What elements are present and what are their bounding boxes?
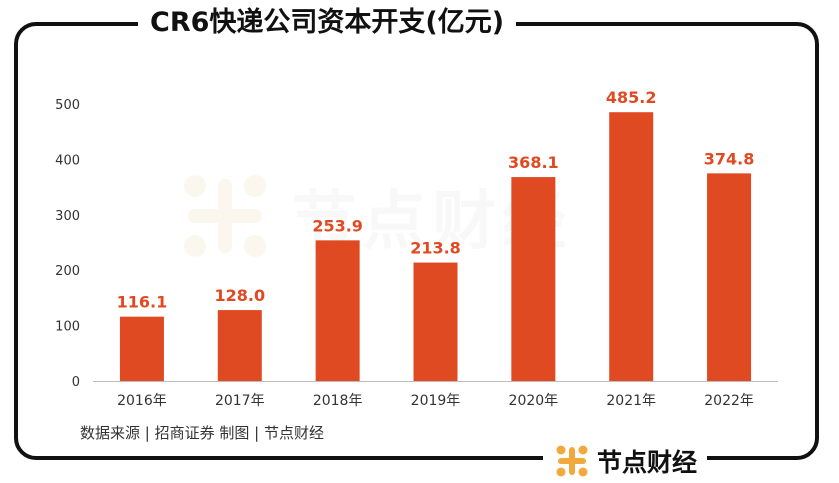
- y-tick-label: 500: [55, 98, 80, 113]
- x-tick-label: 2021年: [606, 393, 656, 409]
- y-tick-label: 400: [55, 153, 80, 168]
- chart-title: CR6快递公司资本开支(亿元): [138, 0, 517, 46]
- data-label: 213.8: [410, 239, 461, 258]
- x-tick-label: 2019年: [411, 393, 461, 409]
- data-label: 128.0: [214, 286, 265, 305]
- data-label: 485.2: [606, 88, 657, 107]
- brand-name: 节点财经: [597, 448, 698, 477]
- bar: [413, 262, 458, 381]
- bar: [217, 310, 262, 381]
- x-axis: 2016年 2017年 2018年 2019年 2020年 2021年 2022年: [117, 393, 754, 409]
- data-label: 253.9: [312, 216, 363, 235]
- source-note: 数据来源 | 招商证券 制图 | 节点财经: [80, 424, 324, 442]
- x-tick-label: 2016年: [117, 393, 167, 409]
- bar: [707, 173, 752, 381]
- y-tick-label: 300: [55, 209, 80, 224]
- watermark-logo-icon: [184, 175, 266, 257]
- bar: [315, 240, 360, 381]
- y-tick-label: 100: [55, 320, 80, 335]
- y-tick-label: 0: [72, 375, 80, 390]
- x-tick-label: 2020年: [509, 393, 559, 409]
- y-axis: 0 100 200 300 400 500: [55, 98, 80, 390]
- x-tick-label: 2022年: [704, 393, 754, 409]
- x-tick-label: 2017年: [215, 393, 265, 409]
- bar: [609, 112, 654, 381]
- data-label: 368.1: [508, 153, 559, 172]
- grid-dots-logo-icon: [556, 445, 588, 477]
- y-tick-label: 200: [55, 264, 80, 279]
- bar: [511, 177, 556, 381]
- data-label: 374.8: [704, 149, 755, 168]
- data-label: 116.1: [117, 293, 168, 312]
- brand-logo: 节点财经: [543, 440, 708, 482]
- value-labels: 116.1 128.0 253.9 213.8 368.1 485.2 374.8: [117, 88, 755, 311]
- bars: [119, 112, 752, 381]
- x-tick-label: 2018年: [313, 393, 363, 409]
- bar: [119, 316, 164, 381]
